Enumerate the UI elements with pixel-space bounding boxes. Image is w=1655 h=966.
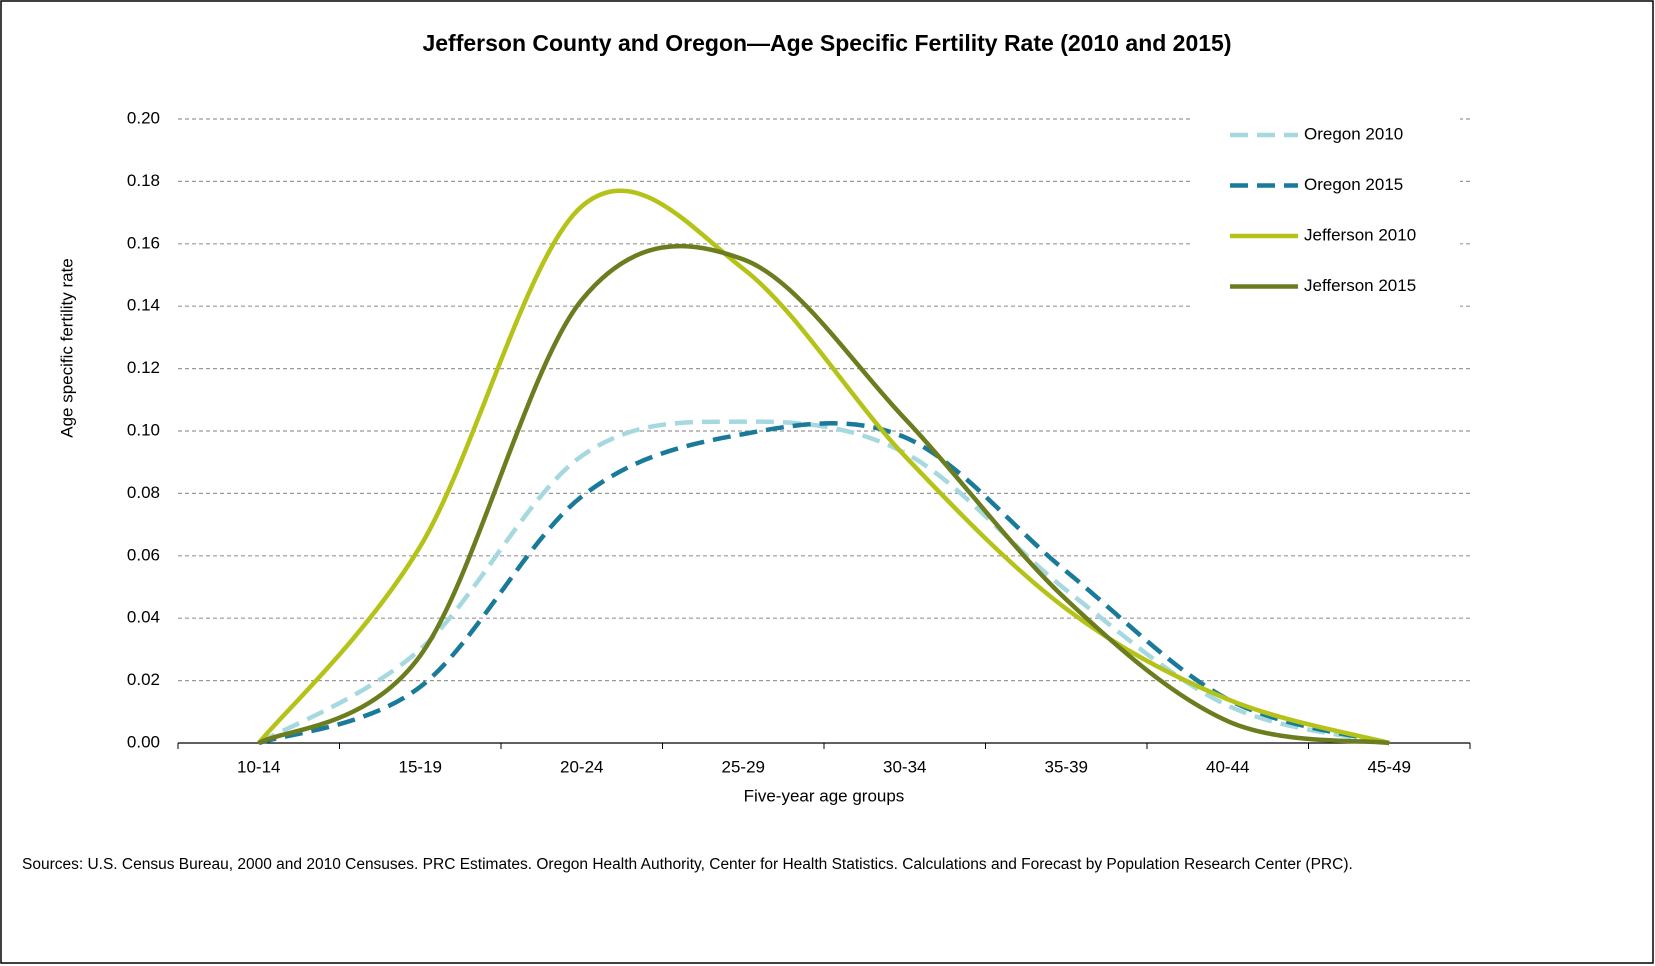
series-line (257, 243, 1390, 746)
x-tick-label: 15-19 (399, 757, 442, 776)
y-tick-label: 0.12 (127, 358, 160, 377)
legend-label: Oregon 2010 (1304, 124, 1403, 143)
y-tick-label: 0.10 (127, 420, 160, 439)
legend-label: Oregon 2015 (1304, 175, 1403, 194)
x-tick-label: 10-14 (237, 757, 280, 776)
series-line (257, 188, 1390, 746)
y-tick-label: 0.08 (127, 483, 160, 502)
y-tick-label: 0.02 (127, 670, 160, 689)
y-axis-label: Age specific fertility rate (57, 258, 76, 438)
x-tick-label: 45-49 (1368, 757, 1411, 776)
legend-label: Jefferson 2015 (1304, 276, 1416, 295)
legend-box (1190, 111, 1460, 311)
y-tick-label: 0.04 (127, 608, 160, 627)
x-tick-label: 35-39 (1045, 757, 1088, 776)
y-tick-label: 0.00 (127, 732, 160, 751)
y-tick-label: 0.16 (127, 233, 160, 252)
y-tick-label: 0.06 (127, 545, 160, 564)
x-tick-label: 20-24 (560, 757, 603, 776)
x-tick-label: 40-44 (1206, 757, 1249, 776)
y-tick-label: 0.18 (127, 171, 160, 190)
chart-title: Jefferson County and Oregon—Age Specific… (422, 30, 1231, 56)
x-tick-label: 25-29 (722, 757, 765, 776)
x-tick-label: 30-34 (883, 757, 926, 776)
legend-label: Jefferson 2010 (1304, 225, 1416, 244)
y-tick-label: 0.20 (127, 108, 160, 127)
source-note: Sources: U.S. Census Bureau, 2000 and 20… (22, 856, 1353, 873)
series-line (258, 421, 1390, 746)
y-tick-label: 0.14 (127, 296, 160, 315)
x-axis-label: Five-year age groups (744, 786, 905, 805)
